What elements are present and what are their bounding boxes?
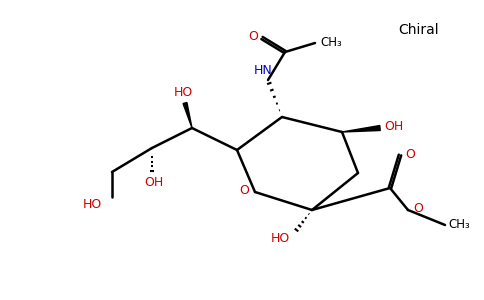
Text: O: O [239, 184, 249, 196]
Text: OH: OH [144, 176, 164, 190]
Text: HN: HN [254, 64, 272, 76]
Text: CH₃: CH₃ [448, 218, 470, 230]
Text: HO: HO [173, 86, 193, 100]
Text: O: O [413, 202, 423, 214]
Text: HO: HO [271, 232, 289, 244]
Text: O: O [405, 148, 415, 161]
Text: O: O [248, 31, 258, 44]
Text: HO: HO [82, 199, 102, 212]
Polygon shape [183, 103, 192, 128]
Polygon shape [342, 125, 380, 132]
Text: CH₃: CH₃ [320, 35, 342, 49]
Text: Chiral: Chiral [398, 23, 439, 37]
Text: OH: OH [384, 121, 404, 134]
